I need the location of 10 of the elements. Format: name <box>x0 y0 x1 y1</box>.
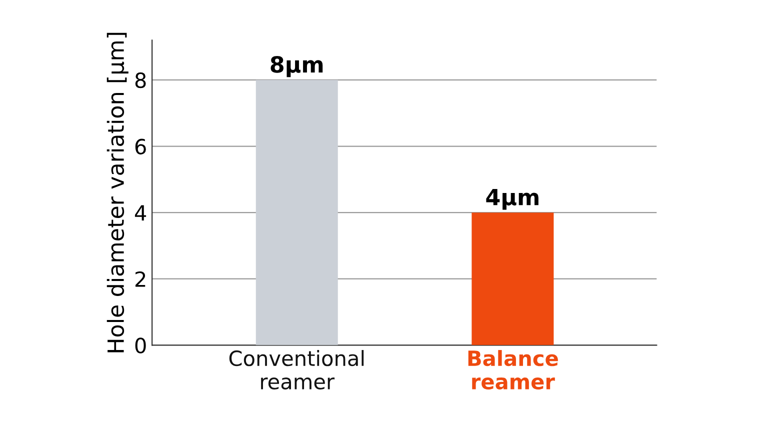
data-label: 8μm <box>270 56 323 78</box>
y-tick-label: 0 <box>135 338 146 354</box>
data-label: 4μm <box>486 188 538 210</box>
x-tick-label: Conventional reamer <box>229 350 364 390</box>
y-tick-label: 8 <box>135 72 146 88</box>
y-tick-label: 2 <box>135 271 146 287</box>
y-tick-label: 6 <box>135 138 146 154</box>
y-axis-title: Hole diameter variation [μm] <box>106 32 128 352</box>
y-tick-label: 4 <box>134 205 146 220</box>
x-tick-label: Balance reamer <box>468 350 558 390</box>
